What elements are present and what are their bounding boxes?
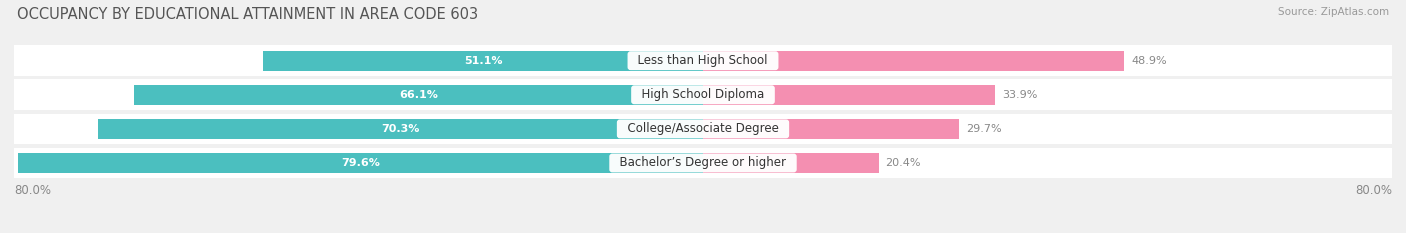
Text: OCCUPANCY BY EDUCATIONAL ATTAINMENT IN AREA CODE 603: OCCUPANCY BY EDUCATIONAL ATTAINMENT IN A… bbox=[17, 7, 478, 22]
Text: 70.3%: 70.3% bbox=[381, 124, 419, 134]
Bar bbox=[703, 85, 995, 105]
Text: 51.1%: 51.1% bbox=[464, 56, 502, 66]
Text: 80.0%: 80.0% bbox=[14, 184, 51, 197]
Bar bbox=[703, 119, 959, 139]
Text: High School Diploma: High School Diploma bbox=[634, 88, 772, 101]
Bar bbox=[14, 113, 1392, 144]
Bar bbox=[263, 51, 703, 71]
Bar bbox=[17, 153, 703, 173]
Text: Source: ZipAtlas.com: Source: ZipAtlas.com bbox=[1278, 7, 1389, 17]
Bar bbox=[134, 85, 703, 105]
Text: College/Associate Degree: College/Associate Degree bbox=[620, 122, 786, 135]
Text: 29.7%: 29.7% bbox=[966, 124, 1001, 134]
Text: Less than High School: Less than High School bbox=[630, 54, 776, 67]
Text: 80.0%: 80.0% bbox=[1355, 184, 1392, 197]
Text: 33.9%: 33.9% bbox=[1002, 90, 1038, 100]
Bar bbox=[14, 148, 1392, 178]
Bar bbox=[14, 45, 1392, 76]
Bar bbox=[703, 51, 1125, 71]
Bar bbox=[703, 153, 879, 173]
Text: 48.9%: 48.9% bbox=[1130, 56, 1167, 66]
Text: 66.1%: 66.1% bbox=[399, 90, 437, 100]
Text: 79.6%: 79.6% bbox=[340, 158, 380, 168]
Bar bbox=[14, 79, 1392, 110]
Bar bbox=[97, 119, 703, 139]
Text: 20.4%: 20.4% bbox=[886, 158, 921, 168]
Text: Bachelor’s Degree or higher: Bachelor’s Degree or higher bbox=[612, 157, 794, 169]
